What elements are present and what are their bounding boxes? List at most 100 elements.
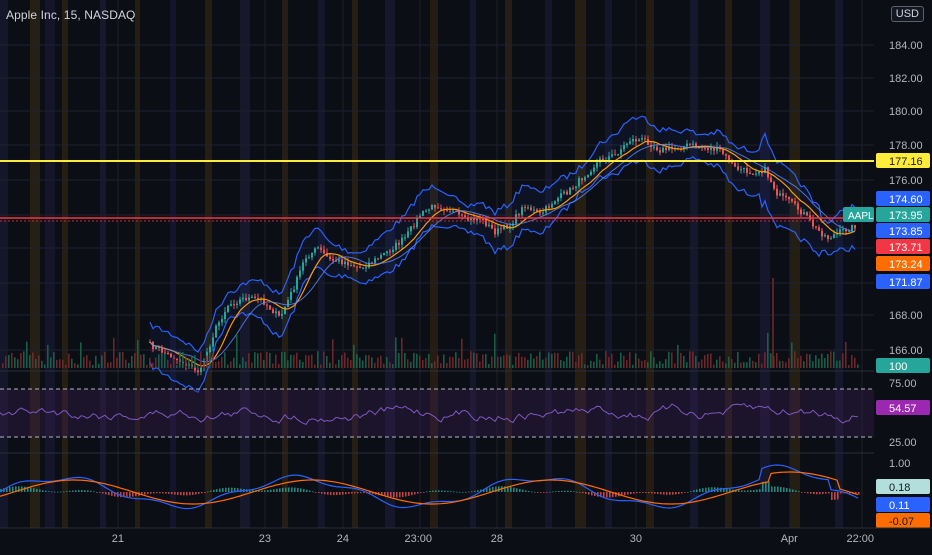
candle-body xyxy=(350,265,352,267)
candle-body xyxy=(728,155,730,163)
candle-body xyxy=(740,169,742,171)
volume-bar xyxy=(362,360,364,368)
macd-histogram-bar xyxy=(657,492,659,495)
volume-bar xyxy=(248,353,250,368)
volume-bar xyxy=(185,356,187,368)
macd-histogram-bar xyxy=(387,492,389,497)
session-band xyxy=(45,0,55,530)
macd-histogram-bar xyxy=(525,490,527,492)
volume-bar xyxy=(296,352,298,368)
candle-body xyxy=(218,322,220,326)
session-band xyxy=(575,0,586,530)
candle-body xyxy=(227,305,229,312)
volume-bar xyxy=(305,355,307,368)
volume-bar xyxy=(779,360,781,368)
price-tick-label: 182.00 xyxy=(889,73,923,85)
volume-bar xyxy=(797,358,799,368)
volume-bar xyxy=(368,355,370,368)
candle-body xyxy=(533,209,535,211)
volume-bar xyxy=(554,352,556,368)
volume-bar xyxy=(677,344,679,368)
volume-bar xyxy=(317,351,319,368)
candle-body xyxy=(413,226,415,228)
volume-bar xyxy=(440,363,442,368)
volume-bar xyxy=(548,352,550,368)
candle-body xyxy=(830,238,832,240)
session-band xyxy=(30,0,40,530)
volume-bar xyxy=(173,356,175,368)
currency-button[interactable]: USD xyxy=(890,6,924,22)
macd-histogram-bar xyxy=(831,492,833,501)
volume-bar xyxy=(311,354,313,368)
volume-bar xyxy=(179,351,181,368)
volume-bar xyxy=(5,355,7,368)
session-band xyxy=(505,0,512,530)
candle-body xyxy=(752,173,754,175)
candle-body xyxy=(518,214,520,216)
volume-bar xyxy=(425,358,427,368)
volume-bar xyxy=(536,356,538,368)
macd-histogram-bar xyxy=(348,492,350,494)
candle-body xyxy=(644,138,646,140)
macd-histogram-bar xyxy=(39,489,41,492)
macd-histogram-bar xyxy=(156,492,158,494)
macd-histogram-bar xyxy=(258,490,260,492)
macd-signal-line xyxy=(0,471,859,505)
volume-bar xyxy=(359,357,361,368)
macd-histogram-bar xyxy=(216,489,218,492)
macd-histogram-bar xyxy=(558,490,560,492)
volume-bar xyxy=(53,352,55,368)
macd-histogram-bar xyxy=(420,492,422,493)
macd-histogram-bar xyxy=(411,492,413,496)
macd-histogram-bar xyxy=(240,488,242,492)
volume-bar xyxy=(857,364,859,368)
candle-body xyxy=(335,260,337,262)
macd-histogram-bar xyxy=(666,492,668,495)
candle-body xyxy=(620,149,622,155)
volume-bar xyxy=(590,360,592,368)
volume-bar xyxy=(11,352,13,368)
candle-body xyxy=(428,209,430,211)
volume-bar xyxy=(65,364,67,368)
candle-body xyxy=(278,311,280,316)
volume-bar xyxy=(224,352,226,368)
volume-bar xyxy=(158,354,160,368)
candle-body xyxy=(251,296,253,298)
last-price-label-bg xyxy=(876,207,930,222)
volume-bar xyxy=(476,353,478,368)
session-band xyxy=(760,0,770,530)
candle-body xyxy=(503,224,505,230)
macd-histogram-bar xyxy=(639,492,641,494)
macd-histogram-bar xyxy=(294,487,296,492)
macd-histogram-bar xyxy=(111,492,113,496)
macd-histogram-bar xyxy=(468,491,470,493)
macd-histogram-bar xyxy=(474,490,476,492)
candle-body xyxy=(764,167,766,174)
volume-bar xyxy=(656,363,658,368)
candle-body xyxy=(524,207,526,209)
symbol-tag-bg xyxy=(843,207,874,222)
macd-histogram-bar xyxy=(729,489,731,492)
volume-bar xyxy=(272,363,274,368)
volume-bar xyxy=(278,363,280,368)
price-tick-label: 180.00 xyxy=(889,106,923,118)
volume-bar xyxy=(647,362,649,368)
volume-bar xyxy=(815,355,817,368)
volume-bar xyxy=(365,355,367,368)
candle-body xyxy=(239,299,241,304)
macd-histogram-bar xyxy=(462,491,464,493)
macd-histogram-bar xyxy=(222,488,224,492)
macd-histogram-bar xyxy=(69,490,71,492)
macd-histogram-bar xyxy=(126,492,128,498)
candle-body xyxy=(590,171,592,175)
volume-bar xyxy=(692,351,694,368)
candle-body xyxy=(731,162,733,164)
macd-histogram-bar xyxy=(195,492,197,495)
volume-bar xyxy=(602,364,604,368)
macd-histogram-bar xyxy=(192,492,194,495)
macd-histogram-bar xyxy=(537,492,539,493)
volume-bar xyxy=(263,359,265,368)
candle-body xyxy=(407,231,409,238)
